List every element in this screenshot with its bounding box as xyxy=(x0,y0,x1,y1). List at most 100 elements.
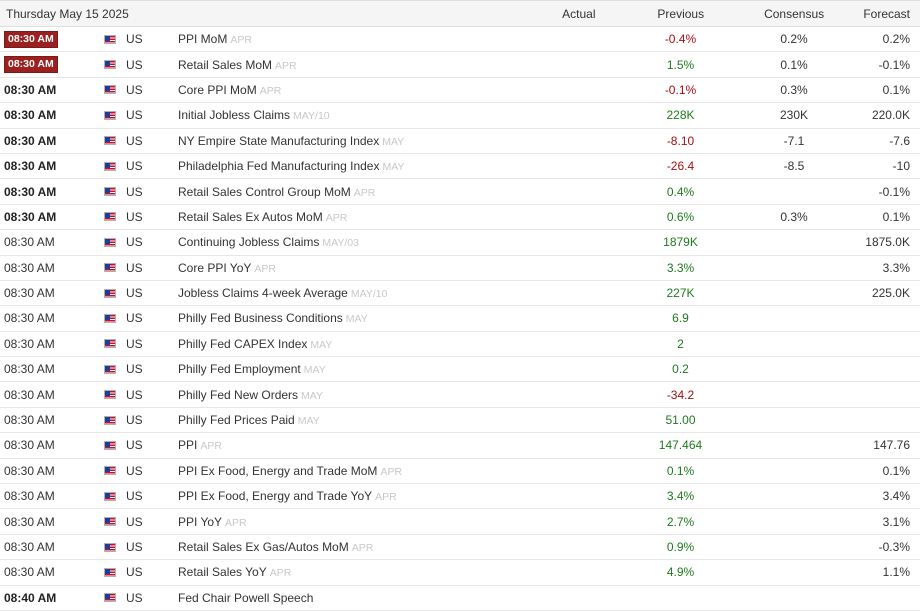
forecast-column-header[interactable]: Forecast xyxy=(863,6,910,21)
table-row[interactable]: 08:30 AM US Initial Jobless Claims MAY/10 22… xyxy=(0,103,920,129)
reference-period: APR xyxy=(380,465,403,478)
flag-cell xyxy=(104,567,126,577)
time-cell: 08:30 AM xyxy=(0,83,104,97)
time-label: 08:30 AM xyxy=(4,286,55,301)
previous-column-header[interactable]: Previous xyxy=(657,6,705,21)
country-code: US xyxy=(126,438,143,453)
event-cell: Retail Sales YoY APR xyxy=(178,565,536,579)
event-name-link[interactable]: Jobless Claims 4-week Average xyxy=(178,286,348,301)
event-name-link[interactable]: Retail Sales MoM xyxy=(178,57,273,72)
flag-cell xyxy=(104,517,126,527)
event-cell: Jobless Claims 4-week Average MAY/10 xyxy=(178,286,536,300)
flag-cell xyxy=(104,466,126,476)
time-label: 08:30 AM xyxy=(4,108,57,123)
event-name-link[interactable]: Retail Sales YoY xyxy=(178,565,267,580)
consensus-value: 0.2% xyxy=(780,32,808,47)
us-flag-icon xyxy=(104,60,116,70)
flag-cell xyxy=(104,237,126,247)
previous-value: 2.7% xyxy=(666,514,695,529)
table-row[interactable]: 08:30 AM US PPI Ex Food, Energy and Trade … xyxy=(0,459,920,485)
table-row[interactable]: 08:30 AM US Philly Fed New Orders MAY -34.2 xyxy=(0,382,920,408)
event-name-link[interactable]: Philly Fed Prices Paid xyxy=(178,413,295,428)
event-name-link[interactable]: Philly Fed Employment xyxy=(178,362,301,377)
event-name-link[interactable]: Retail Sales Control Group MoM xyxy=(178,184,351,199)
table-row[interactable]: 08:40 AM US Fed Chair Powell Speech xyxy=(0,586,920,611)
event-name-link[interactable]: PPI YoY xyxy=(178,514,223,529)
event-name-link[interactable]: Philly Fed New Orders xyxy=(178,387,299,402)
event-cell: Retail Sales Control Group MoM APR xyxy=(178,185,536,199)
table-row[interactable]: 08:30 AM US Retail Sales Control Group MoM… xyxy=(0,179,920,205)
table-row[interactable]: 08:30 AM US NY Empire State Manufacturing … xyxy=(0,129,920,154)
previous-value: -0.4% xyxy=(664,32,697,47)
event-name-link[interactable]: Initial Jobless Claims xyxy=(178,108,291,123)
previous-value: 1879K xyxy=(663,235,698,250)
table-row[interactable]: 08:30 AM US Retail Sales MoM APR 1.5% 0.1% -0.… xyxy=(0,52,920,78)
forecast-value: 1875.0K xyxy=(865,235,910,250)
reference-period: MAY xyxy=(301,389,324,402)
us-flag-icon xyxy=(104,339,116,349)
table-row[interactable]: 08:30 AM US Retail Sales Ex Autos MoM APR 0.… xyxy=(0,205,920,231)
us-flag-icon xyxy=(104,288,116,298)
forecast-value: -0.1% xyxy=(878,184,910,199)
time-cell: 08:30 AM xyxy=(0,159,104,173)
flag-cell xyxy=(104,85,126,95)
event-name-link[interactable]: Fed Chair Powell Speech xyxy=(178,590,314,605)
table-row[interactable]: 08:30 AM US Philly Fed Business Conditions… xyxy=(0,306,920,332)
time-cell: 08:30 AM xyxy=(0,286,104,300)
table-row[interactable]: 08:30 AM US PPI MoM APR -0.4% 0.2% 0.2% xyxy=(0,27,920,53)
event-name-link[interactable]: Retail Sales Ex Autos MoM xyxy=(178,209,323,224)
reference-period: APR xyxy=(375,491,397,504)
us-flag-icon xyxy=(104,364,116,374)
table-row[interactable]: 08:30 AM US PPI Ex Food, Energy and Trade … xyxy=(0,484,920,510)
time-cell: 08:30 AM xyxy=(0,134,104,148)
event-name-link[interactable]: Core PPI YoY xyxy=(178,260,252,275)
table-row[interactable]: 08:30 AM US PPI APR 147.464 147.76 xyxy=(0,433,920,459)
previous-value: 4.9% xyxy=(666,565,695,580)
time-cell: 08:30 AM xyxy=(0,464,104,478)
table-row[interactable]: 08:30 AM US Core PPI YoY APR 3.3% 3.3% xyxy=(0,256,920,281)
table-row[interactable]: 08:30 AM US Philly Fed Employment MAY 0.2 xyxy=(0,357,920,383)
table-row[interactable]: 08:30 AM US Continuing Jobless Claims MAY/0… xyxy=(0,230,920,256)
event-name-link[interactable]: NY Empire State Manufacturing Index xyxy=(178,133,380,148)
table-row[interactable]: 08:30 AM US PPI YoY APR 2.7% 3.1% xyxy=(0,509,920,535)
table-row[interactable]: 08:30 AM US Philadelphia Fed Manufacturing… xyxy=(0,154,920,180)
country-code: US xyxy=(126,489,143,504)
previous-value: 227K xyxy=(666,286,695,301)
time-badge: 08:30 AM xyxy=(4,56,58,74)
event-name-link[interactable]: PPI MoM xyxy=(178,32,228,47)
event-name-link[interactable]: Philly Fed CAPEX Index xyxy=(178,336,308,351)
table-row[interactable]: 08:30 AM US Retail Sales YoY APR 4.9% 1.1% xyxy=(0,560,920,586)
country-code: US xyxy=(126,540,143,554)
table-row[interactable]: 08:30 AM US Retail Sales Ex Gas/Autos MoM A… xyxy=(0,535,920,561)
actual-column-header[interactable]: Actual xyxy=(562,6,596,21)
time-cell: 08:30 AM xyxy=(0,388,104,402)
event-cell: Continuing Jobless Claims MAY/03 xyxy=(178,235,536,249)
event-name-link[interactable]: Core PPI MoM xyxy=(178,82,257,97)
time-cell: 08:30 AM xyxy=(0,210,104,224)
table-row[interactable]: 08:30 AM US Philly Fed CAPEX Index MAY 2 xyxy=(0,332,920,358)
table-row[interactable]: 08:30 AM US Core PPI MoM APR -0.1% 0.3% 0.1% xyxy=(0,78,920,104)
us-flag-icon xyxy=(104,415,116,425)
event-name-link[interactable]: PPI Ex Food, Energy and Trade MoM xyxy=(178,463,378,478)
time-label: 08:30 AM xyxy=(4,540,55,554)
forecast-value: 0.1% xyxy=(882,209,910,224)
event-name-link[interactable]: Continuing Jobless Claims xyxy=(178,235,320,250)
event-cell: Philly Fed Business Conditions MAY xyxy=(178,311,536,325)
reference-period: MAY xyxy=(345,313,368,326)
us-flag-icon xyxy=(104,390,116,400)
previous-value: 228K xyxy=(666,108,695,123)
us-flag-icon xyxy=(104,34,116,44)
event-cell: PPI YoY APR xyxy=(178,515,536,529)
table-row[interactable]: 08:30 AM US Philly Fed Prices Paid MAY 51.00 xyxy=(0,408,920,434)
us-flag-icon xyxy=(104,313,116,323)
event-name-link[interactable]: PPI Ex Food, Energy and Trade YoY xyxy=(178,489,373,504)
time-cell: 08:30 AM xyxy=(0,362,104,376)
event-name-link[interactable]: Philly Fed Business Conditions xyxy=(178,311,343,326)
previous-value: 0.6% xyxy=(666,209,695,224)
table-row[interactable]: 08:30 AM US Jobless Claims 4-week Average M… xyxy=(0,281,920,307)
event-name-link[interactable]: PPI xyxy=(178,438,198,453)
event-name-link[interactable]: Retail Sales Ex Gas/Autos MoM xyxy=(178,540,349,554)
time-cell: 08:30 AM xyxy=(0,489,104,503)
consensus-column-header[interactable]: Consensus xyxy=(764,6,825,21)
event-name-link[interactable]: Philadelphia Fed Manufacturing Index xyxy=(178,159,380,174)
